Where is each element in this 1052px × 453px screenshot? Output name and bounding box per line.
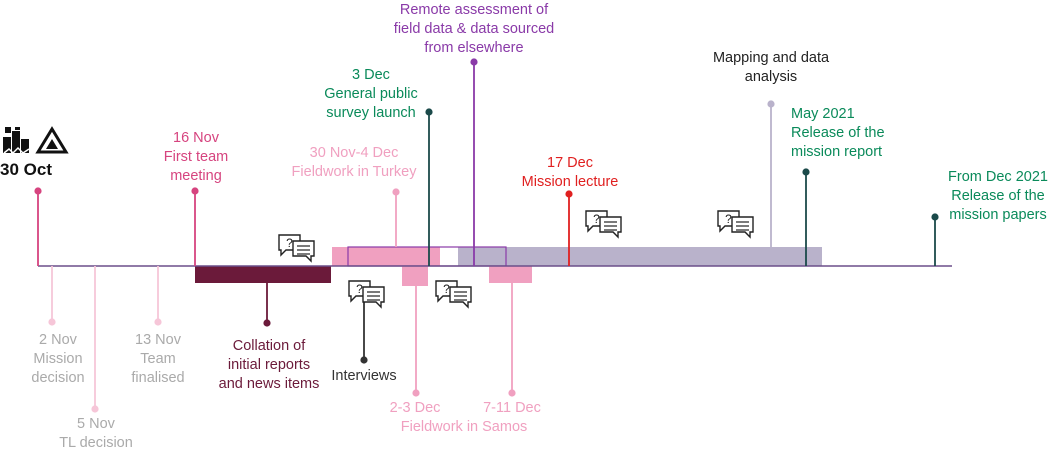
marker-17-dec-dot	[565, 190, 573, 198]
bar-fieldwork-turkey	[332, 247, 440, 266]
svg-text:?: ?	[443, 282, 450, 296]
label-2-nov: 2 Nov Mission decision	[31, 332, 85, 386]
marker-remote-dot	[470, 58, 478, 66]
svg-text:?: ?	[356, 282, 363, 296]
marker-mapping-dot	[767, 100, 775, 108]
label-mapping: Mapping and data analysis	[712, 50, 830, 85]
label-fieldwork-turkey: 30 Nov-4 Dec Fieldwork in Turkey	[291, 145, 417, 180]
label-17-dec: 17 Dec Mission lecture	[521, 155, 619, 190]
interview-chat-icon: ?	[717, 210, 754, 239]
marker-7-11-dec-dot	[508, 389, 516, 397]
svg-text:?: ?	[725, 212, 732, 226]
label-30-oct: 30 Oct	[0, 160, 52, 179]
label-collation: Collation of initial reports and news item…	[218, 338, 320, 392]
marker-turkey-dot	[392, 188, 400, 196]
marker-2-nov-dot	[48, 318, 56, 326]
label-fieldwork-samos: Fieldwork in Samos	[400, 419, 528, 435]
svg-text:?: ?	[286, 236, 293, 250]
marker-collation-dot	[263, 319, 271, 327]
label-5-nov: 5 Nov TL decision	[59, 416, 133, 451]
marker-30-oct-dot	[34, 187, 42, 195]
label-interviews: Interviews	[331, 368, 397, 384]
marker-3-dec-dot	[425, 108, 433, 116]
interview-chat-icon: ?	[435, 280, 472, 309]
marker-dec-2021-dot	[931, 213, 939, 221]
label-13-nov: 13 Nov Team finalised	[131, 332, 185, 386]
bar-samos-7-11-dec	[489, 266, 532, 283]
label-remote-assessment: Remote assessment of field data & data so…	[393, 2, 555, 56]
marker-2-3-dec-dot	[412, 389, 420, 397]
marker-interviews-dot	[360, 356, 368, 364]
interview-chat-icon: ?	[278, 234, 315, 263]
label-may-2021: May 2021 Release of the mission report	[791, 106, 885, 160]
label-7-11-dec: 7-11 Dec	[483, 400, 541, 416]
interview-chat-icon: ?	[348, 280, 385, 309]
label-2-3-dec: 2-3 Dec	[389, 400, 441, 416]
marker-13-nov-dot	[154, 318, 162, 326]
label-16-nov: 16 Nov First team meeting	[163, 130, 229, 184]
earthquake-building-icon	[3, 127, 30, 155]
svg-text:?: ?	[593, 212, 600, 226]
label-3-dec: 3 Dec General public survey launch	[324, 67, 418, 121]
landslide-mountain-icon	[35, 126, 69, 154]
bar-collation	[195, 266, 331, 283]
bar-samos-2-3-dec	[402, 266, 428, 286]
label-dec-2021: From Dec 2021 Release of the mission paper…	[948, 169, 1048, 223]
interview-chat-icon: ?	[585, 210, 622, 239]
marker-may-2021-dot	[802, 168, 810, 176]
marker-5-nov-dot	[91, 405, 99, 413]
marker-16-nov-dot	[191, 187, 199, 195]
bar-mapping-analysis	[458, 247, 822, 266]
